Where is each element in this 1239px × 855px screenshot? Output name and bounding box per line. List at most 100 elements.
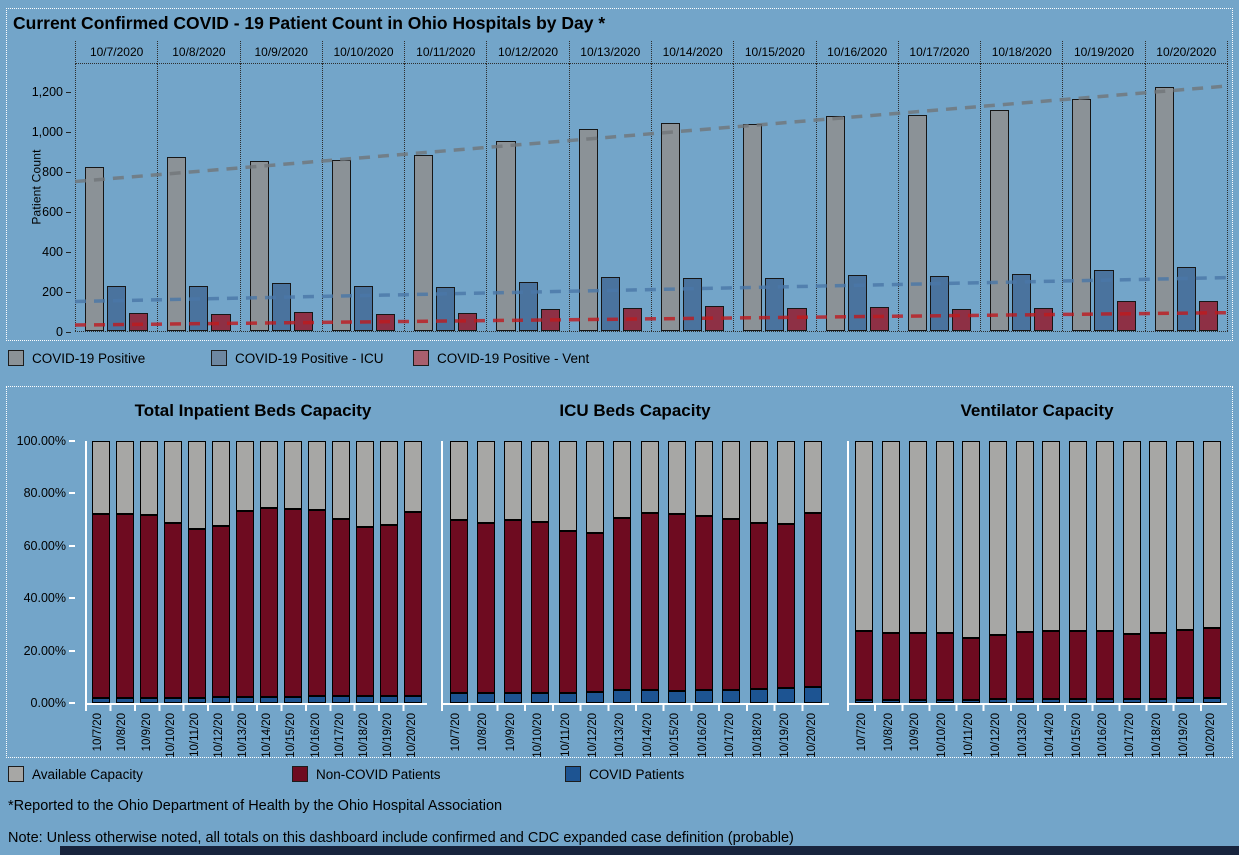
segment-covid-patients[interactable] xyxy=(1042,698,1061,703)
segment-non-covid-patients[interactable] xyxy=(476,522,495,693)
segment-non-covid-patients[interactable] xyxy=(92,514,110,698)
segment-non-covid-patients[interactable] xyxy=(1122,634,1141,700)
segment-covid-patients[interactable] xyxy=(188,697,206,703)
segment-available-capacity[interactable] xyxy=(380,441,398,526)
segment-non-covid-patients[interactable] xyxy=(1042,631,1061,699)
segment-covid-patients[interactable] xyxy=(504,692,523,703)
segment-covid-patients[interactable] xyxy=(962,699,981,703)
segment-available-capacity[interactable] xyxy=(908,441,927,633)
bar-covid-19-positive-icu[interactable] xyxy=(107,285,127,331)
segment-covid-patients[interactable] xyxy=(212,697,230,703)
segment-covid-patients[interactable] xyxy=(558,692,577,703)
stacked-bar[interactable] xyxy=(1175,441,1194,703)
segment-non-covid-patients[interactable] xyxy=(236,510,254,698)
bar-covid-19-positive-icu[interactable] xyxy=(1094,269,1114,331)
stacked-bar[interactable] xyxy=(1015,441,1034,703)
segment-available-capacity[interactable] xyxy=(236,441,254,511)
stacked-bar[interactable] xyxy=(908,441,927,703)
stacked-bar[interactable] xyxy=(531,441,550,703)
stacked-bar[interactable] xyxy=(504,441,523,703)
segment-covid-patients[interactable] xyxy=(308,696,326,703)
bar-covid-19-positive-vent[interactable] xyxy=(376,314,396,331)
legend-item-covid-vent[interactable]: COVID-19 Positive - Vent xyxy=(413,350,589,366)
segment-available-capacity[interactable] xyxy=(356,441,374,528)
stacked-bar[interactable] xyxy=(988,441,1007,703)
segment-non-covid-patients[interactable] xyxy=(164,523,182,698)
segment-available-capacity[interactable] xyxy=(935,441,954,633)
bar-covid-19-positive[interactable] xyxy=(907,115,927,331)
stacked-bar[interactable] xyxy=(640,441,659,703)
stacked-bar[interactable] xyxy=(92,441,110,703)
segment-available-capacity[interactable] xyxy=(1202,441,1221,629)
stacked-bar[interactable] xyxy=(404,441,422,703)
bar-covid-19-positive-icu[interactable] xyxy=(847,275,867,331)
segment-non-covid-patients[interactable] xyxy=(449,519,468,693)
segment-available-capacity[interactable] xyxy=(116,441,134,515)
segment-available-capacity[interactable] xyxy=(260,441,278,509)
stacked-bar[interactable] xyxy=(164,441,182,703)
segment-available-capacity[interactable] xyxy=(695,441,714,517)
segment-available-capacity[interactable] xyxy=(882,441,901,634)
segment-covid-patients[interactable] xyxy=(404,695,422,703)
segment-available-capacity[interactable] xyxy=(476,441,495,523)
segment-covid-patients[interactable] xyxy=(804,687,823,703)
segment-covid-patients[interactable] xyxy=(356,696,374,703)
bar-covid-19-positive-vent[interactable] xyxy=(540,309,560,331)
segment-covid-patients[interactable] xyxy=(777,688,796,703)
segment-available-capacity[interactable] xyxy=(1122,441,1141,635)
segment-non-covid-patients[interactable] xyxy=(558,531,577,693)
segment-non-covid-patients[interactable] xyxy=(1149,632,1168,699)
segment-available-capacity[interactable] xyxy=(504,441,523,521)
segment-non-covid-patients[interactable] xyxy=(260,508,278,698)
bar-covid-19-positive-icu[interactable] xyxy=(271,282,291,331)
segment-non-covid-patients[interactable] xyxy=(356,527,374,697)
segment-available-capacity[interactable] xyxy=(640,441,659,514)
segment-available-capacity[interactable] xyxy=(531,441,550,522)
stacked-bar[interactable] xyxy=(188,441,206,703)
bar-covid-19-positive-icu[interactable] xyxy=(353,285,374,331)
segment-available-capacity[interactable] xyxy=(613,441,632,519)
segment-available-capacity[interactable] xyxy=(855,441,874,631)
segment-available-capacity[interactable] xyxy=(962,441,981,638)
segment-non-covid-patients[interactable] xyxy=(667,514,686,691)
segment-available-capacity[interactable] xyxy=(92,441,110,515)
segment-non-covid-patients[interactable] xyxy=(804,513,823,688)
stacked-bar[interactable] xyxy=(1202,441,1221,703)
segment-non-covid-patients[interactable] xyxy=(988,635,1007,700)
bar-covid-19-positive-icu[interactable] xyxy=(1012,273,1032,331)
bar-covid-19-positive-icu[interactable] xyxy=(683,278,703,331)
segment-non-covid-patients[interactable] xyxy=(531,521,550,693)
bar-covid-19-positive[interactable] xyxy=(331,159,351,331)
legend-item-covid-patients[interactable]: COVID Patients xyxy=(565,766,684,782)
segment-non-covid-patients[interactable] xyxy=(695,516,714,691)
stacked-bar[interactable] xyxy=(962,441,981,703)
segment-covid-patients[interactable] xyxy=(140,698,158,703)
segment-covid-patients[interactable] xyxy=(935,699,954,703)
segment-non-covid-patients[interactable] xyxy=(855,630,874,700)
segment-covid-patients[interactable] xyxy=(449,692,468,703)
bar-covid-19-positive-icu[interactable] xyxy=(1176,266,1196,331)
bar-covid-19-positive[interactable] xyxy=(660,123,681,331)
segment-available-capacity[interactable] xyxy=(988,441,1007,636)
segment-available-capacity[interactable] xyxy=(1069,441,1088,631)
bar-covid-19-positive-icu[interactable] xyxy=(518,281,538,331)
stacked-bar[interactable] xyxy=(1095,441,1114,703)
segment-non-covid-patients[interactable] xyxy=(722,519,741,691)
segment-non-covid-patients[interactable] xyxy=(908,632,927,700)
bar-covid-19-positive-vent[interactable] xyxy=(458,313,478,331)
segment-non-covid-patients[interactable] xyxy=(1069,630,1088,699)
segment-non-covid-patients[interactable] xyxy=(116,514,134,698)
segment-covid-patients[interactable] xyxy=(531,692,550,703)
segment-available-capacity[interactable] xyxy=(308,441,326,511)
segment-covid-patients[interactable] xyxy=(988,699,1007,703)
stacked-bar[interactable] xyxy=(855,441,874,703)
segment-covid-patients[interactable] xyxy=(332,696,350,703)
segment-available-capacity[interactable] xyxy=(164,441,182,524)
stacked-bar[interactable] xyxy=(236,441,254,703)
bar-covid-19-positive[interactable] xyxy=(990,110,1010,331)
bar-covid-19-positive-icu[interactable] xyxy=(436,286,456,331)
segment-non-covid-patients[interactable] xyxy=(613,518,632,691)
segment-available-capacity[interactable] xyxy=(188,441,206,529)
stacked-bar[interactable] xyxy=(1042,441,1061,703)
bar-covid-19-positive-vent[interactable] xyxy=(129,313,149,331)
